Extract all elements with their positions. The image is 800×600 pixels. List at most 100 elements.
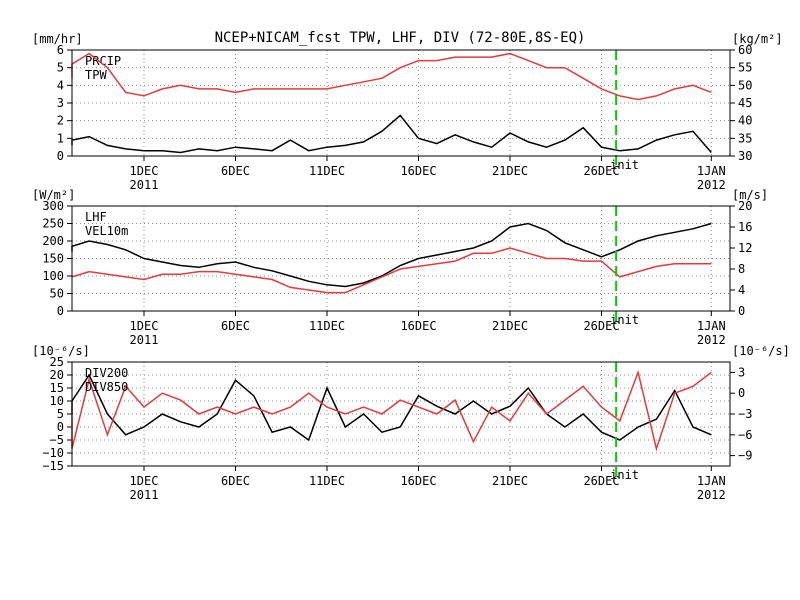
x-tick-label: 1DEC	[130, 474, 159, 488]
grid-lines	[72, 362, 730, 466]
left-tick-label: 1	[57, 131, 64, 145]
plot-frame	[71, 49, 731, 157]
right-tick-label: 0	[738, 386, 745, 400]
right-tick-label: 12	[738, 241, 752, 255]
left-tick-label: 2	[57, 114, 64, 128]
x-tick-label: 21DEC	[492, 319, 528, 333]
right-axis-unit: [10⁻⁶/s]	[732, 344, 790, 358]
left-tick-label: −10	[42, 446, 64, 460]
grid-lines	[72, 50, 730, 156]
x-tick-label: 1JAN	[697, 319, 726, 333]
x-tick-label: 11DEC	[309, 164, 345, 178]
left-tick-label: 200	[42, 234, 64, 248]
right-tick-label: −6	[738, 428, 752, 442]
legend-entry: PRCIP	[85, 54, 121, 68]
x-tick-label: 16DEC	[400, 164, 436, 178]
right-tick-label: 8	[738, 262, 745, 276]
right-tick-label: 40	[738, 114, 752, 128]
x-tick-label: 26DEC	[583, 474, 619, 488]
left-tick-label: 300	[42, 199, 64, 213]
x-tick-label: 6DEC	[221, 164, 250, 178]
x-tick-label: 6DEC	[221, 319, 250, 333]
left-axis-unit: [10⁻⁶/s]	[32, 344, 90, 358]
x-tick-label: 6DEC	[221, 474, 250, 488]
x-year-label: 2011	[130, 333, 159, 347]
series-line-vel10m	[71, 247, 712, 294]
series-line-lhf	[71, 222, 712, 288]
x-year-label: 2012	[697, 488, 726, 502]
x-tick-label: 11DEC	[309, 319, 345, 333]
x-tick-label: 1JAN	[697, 474, 726, 488]
panel-2: 0 50 100 150 200 250 300 0 4 8 12 16 20 [W/m²] [m/s] 1D…	[32, 188, 768, 347]
left-tick-label: 6	[57, 43, 64, 57]
legend-entry: TPW	[85, 68, 107, 82]
right-tick-label: 30	[738, 149, 752, 163]
left-tick-label: −5	[50, 433, 64, 447]
x-tick-label: 16DEC	[400, 319, 436, 333]
init-label: init	[610, 313, 639, 327]
x-tick-label: 21DEC	[492, 474, 528, 488]
left-tick-label: 3	[57, 96, 64, 110]
x-tick-label: 1JAN	[697, 164, 726, 178]
series-line-prcip	[71, 114, 712, 154]
right-tick-label: −9	[738, 449, 752, 463]
right-tick-label: 55	[738, 61, 752, 75]
left-tick-label: 150	[42, 252, 64, 266]
right-tick-label: 0	[738, 304, 745, 318]
x-year-label: 2011	[130, 178, 159, 192]
grid-lines	[72, 206, 730, 311]
right-tick-label: 4	[738, 283, 745, 297]
right-axis-unit: [kg/m²]	[732, 32, 783, 46]
x-year-label: 2011	[130, 488, 159, 502]
x-tick-label: 21DEC	[492, 164, 528, 178]
legend-entry: VEL10m	[85, 224, 128, 238]
left-axis-unit: [W/m²]	[32, 188, 75, 202]
left-tick-label: 25	[50, 355, 64, 369]
left-tick-label: 4	[57, 78, 64, 92]
legend-entry: DIV200	[85, 366, 128, 380]
left-tick-label: −15	[42, 459, 64, 473]
left-tick-label: 0	[57, 304, 64, 318]
plot-frame	[71, 361, 731, 467]
right-tick-label: 16	[738, 220, 752, 234]
x-year-label: 2012	[697, 333, 726, 347]
x-tick-label: 26DEC	[583, 319, 619, 333]
right-tick-label: 50	[738, 78, 752, 92]
legend-entry: DIV850	[85, 380, 128, 394]
left-axis-unit: [mm/hr]	[32, 32, 83, 46]
right-axis-unit: [m/s]	[732, 188, 768, 202]
right-tick-label: 35	[738, 131, 752, 145]
plot-frame	[71, 205, 731, 312]
right-tick-label: 60	[738, 43, 752, 57]
right-tick-label: 3	[738, 365, 745, 379]
right-tick-label: −3	[738, 407, 752, 421]
left-tick-label: 15	[50, 381, 64, 395]
left-tick-label: 0	[57, 420, 64, 434]
init-label: init	[610, 158, 639, 172]
left-tick-label: 0	[57, 149, 64, 163]
right-tick-label: 20	[738, 199, 752, 213]
x-tick-label: 26DEC	[583, 164, 619, 178]
right-tick-label: 45	[738, 96, 752, 110]
legend-entry: LHF	[85, 210, 107, 224]
left-tick-label: 20	[50, 368, 64, 382]
x-tick-label: 11DEC	[309, 474, 345, 488]
x-year-label: 2012	[697, 178, 726, 192]
x-tick-label: 1DEC	[130, 319, 159, 333]
x-tick-label: 1DEC	[130, 164, 159, 178]
left-tick-label: 5	[57, 407, 64, 421]
series-line-div850	[71, 369, 712, 452]
series-line-div200	[71, 373, 712, 442]
left-tick-label: 5	[57, 61, 64, 75]
left-tick-label: 50	[50, 287, 64, 301]
series-line-tpw	[71, 52, 712, 101]
left-tick-label: 250	[42, 217, 64, 231]
init-label: init	[610, 468, 639, 482]
left-tick-label: 100	[42, 269, 64, 283]
x-tick-label: 16DEC	[400, 474, 436, 488]
left-tick-label: 10	[50, 394, 64, 408]
chart-title: NCEP+NICAM_fcst TPW, LHF, DIV (72-80E,8S…	[215, 30, 586, 46]
